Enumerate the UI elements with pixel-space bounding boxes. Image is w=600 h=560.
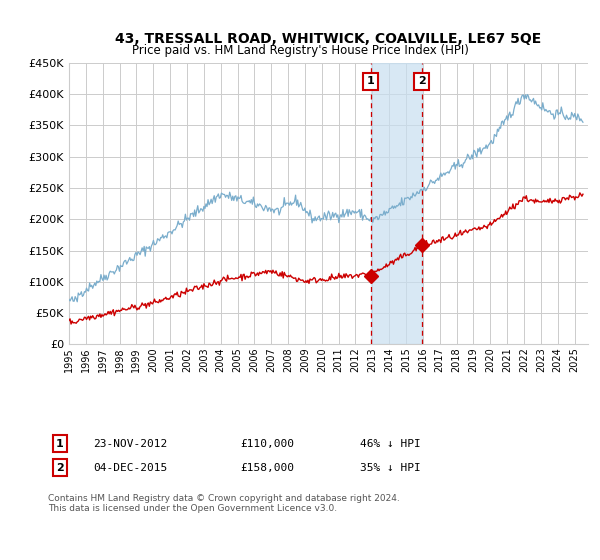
Text: Contains HM Land Registry data © Crown copyright and database right 2024.
This d: Contains HM Land Registry data © Crown c… [48, 494, 400, 514]
Text: £110,000: £110,000 [240, 438, 294, 449]
Bar [371, 63, 422, 344]
Title: 43, TRESSALL ROAD, WHITWICK, COALVILLE, LE67 5QE: 43, TRESSALL ROAD, WHITWICK, COALVILLE, … [115, 32, 542, 46]
Text: Price paid vs. HM Land Registry's House Price Index (HPI): Price paid vs. HM Land Registry's House … [131, 44, 469, 57]
Text: 2: 2 [56, 463, 64, 473]
Text: 2: 2 [418, 77, 425, 86]
Text: 1: 1 [367, 77, 374, 86]
Text: 23-NOV-2012: 23-NOV-2012 [93, 438, 167, 449]
Text: 46% ↓ HPI: 46% ↓ HPI [360, 438, 421, 449]
Text: 35% ↓ HPI: 35% ↓ HPI [360, 463, 421, 473]
Text: £158,000: £158,000 [240, 463, 294, 473]
Text: 04-DEC-2015: 04-DEC-2015 [93, 463, 167, 473]
Text: 1: 1 [56, 438, 64, 449]
